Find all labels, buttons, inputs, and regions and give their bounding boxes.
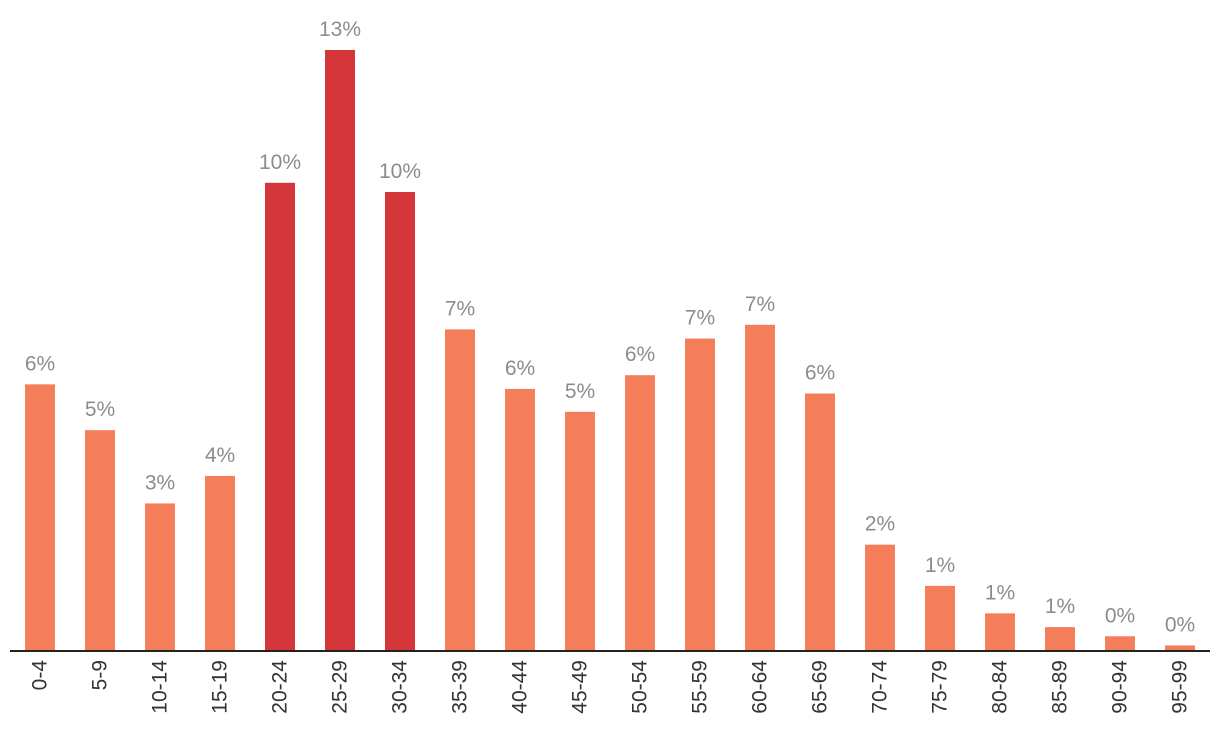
bar-60-64 (745, 324, 775, 650)
data-label-90-94: 0% (1105, 604, 1135, 627)
data-label-60-64: 7% (745, 293, 775, 316)
x-tick-label-35-39: 35-39 (449, 660, 472, 714)
x-tick-label-40-44: 40-44 (509, 660, 532, 714)
data-label-80-84: 1% (985, 581, 1015, 604)
bar-10-14 (145, 503, 175, 650)
data-label-30-34: 10% (379, 160, 421, 183)
bar-35-39 (445, 329, 475, 650)
x-tick-label-5-9: 5-9 (89, 660, 112, 690)
bar-20-24 (265, 182, 295, 650)
bar-15-19 (205, 475, 235, 650)
x-tick-label-20-24: 20-24 (269, 660, 292, 714)
x-tick-label-90-94: 90-94 (1109, 660, 1132, 714)
bar-labels-group: 6% 5% 3% 4% 10% 13% 10% 7% 6% 5% 6% 7% 7% 6% 2% 1% 1% 1% 0… (25, 18, 1195, 636)
data-label-50-54: 6% (625, 343, 655, 366)
data-label-20-24: 10% (259, 151, 301, 174)
bar-85-89 (1045, 627, 1075, 650)
x-tick-label-85-89: 85-89 (1049, 660, 1072, 714)
bar-30-34 (385, 191, 415, 650)
data-label-95-99: 0% (1165, 613, 1195, 636)
data-label-40-44: 6% (505, 357, 535, 380)
data-label-5-9: 5% (85, 398, 115, 421)
bar-95-99 (1165, 645, 1195, 650)
bar-25-29 (325, 50, 355, 650)
x-tick-label-30-34: 30-34 (389, 660, 412, 714)
bar-55-59 (685, 338, 715, 650)
bar-90-94 (1105, 636, 1135, 650)
x-tick-label-60-64: 60-64 (749, 660, 772, 714)
x-tick-label-0-4: 0-4 (29, 660, 52, 691)
x-tick-label-50-54: 50-54 (629, 660, 652, 714)
x-tick-label-55-59: 55-59 (689, 660, 712, 714)
data-label-65-69: 6% (805, 362, 835, 385)
x-tick-label-80-84: 80-84 (989, 660, 1012, 714)
data-label-15-19: 4% (205, 444, 235, 467)
x-tick-label-75-79: 75-79 (929, 660, 952, 714)
x-tick-label-95-99: 95-99 (1169, 660, 1192, 714)
data-label-70-74: 2% (865, 513, 895, 536)
x-tick-label-25-29: 25-29 (329, 660, 352, 714)
data-label-35-39: 7% (445, 297, 475, 320)
bar-65-69 (805, 393, 835, 650)
data-label-10-14: 3% (145, 471, 175, 494)
x-tick-label-70-74: 70-74 (869, 660, 892, 714)
bar-75-79 (925, 585, 955, 650)
bar-70-74 (865, 544, 895, 650)
x-tick-labels-group: 0-4 5-9 10-14 15-19 20-24 25-29 30-34 35-39 40-4… (29, 660, 1192, 714)
data-label-85-89: 1% (1045, 595, 1075, 618)
x-tick-label-10-14: 10-14 (149, 660, 172, 714)
x-tick-label-15-19: 15-19 (209, 660, 232, 714)
bar-0-4 (25, 384, 55, 650)
bar-5-9 (85, 430, 115, 650)
data-label-75-79: 1% (925, 554, 955, 577)
data-label-45-49: 5% (565, 380, 595, 403)
bar-80-84 (985, 613, 1015, 650)
bar-45-49 (565, 411, 595, 650)
x-tick-label-65-69: 65-69 (809, 660, 832, 714)
bar-40-44 (505, 388, 535, 650)
data-label-25-29: 13% (319, 18, 361, 41)
data-label-0-4: 6% (25, 352, 55, 375)
x-tick-label-45-49: 45-49 (569, 660, 592, 714)
bars-group (25, 50, 1195, 650)
data-label-55-59: 7% (685, 307, 715, 330)
bar-50-54 (625, 375, 655, 650)
